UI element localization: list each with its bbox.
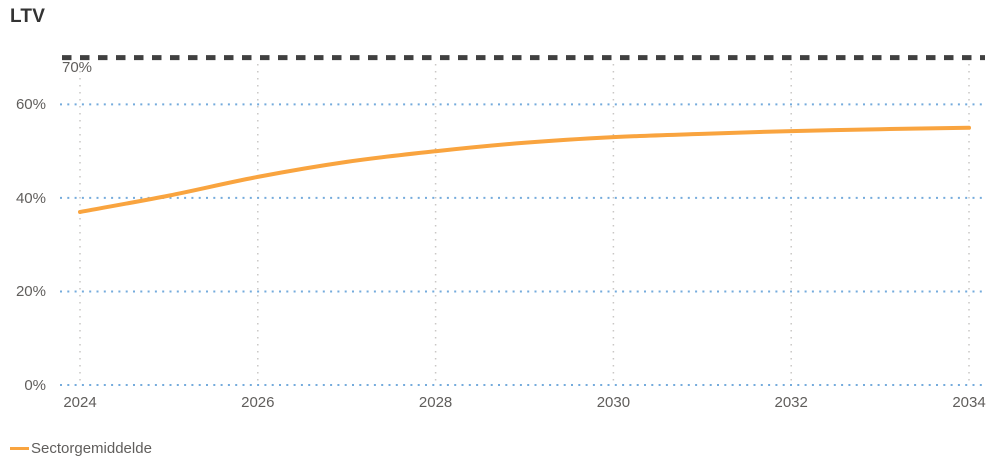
series-line-sectorgemiddelde <box>78 125 971 214</box>
x-axis-tick-label: 2030 <box>596 394 631 411</box>
x-axis-tick-label: 2028 <box>418 394 453 411</box>
legend-line-marker <box>10 446 29 450</box>
x-axis-tick-label: 2026 <box>241 394 275 411</box>
x-axis-tick-label: 2034 <box>952 394 986 411</box>
x-axis-tick-label: 2024 <box>63 394 97 411</box>
y-axis-tick-label: 60% <box>15 96 46 114</box>
reference-line-label: 70% <box>62 59 93 76</box>
legend: Sectorgemiddelde <box>10 439 152 457</box>
y-axis-tick-label: 0% <box>24 377 46 394</box>
x-axis-tick-label: 2032 <box>774 394 808 411</box>
y-axis-tick-label: 20% <box>15 283 46 301</box>
legend-label: Sectorgemiddelde <box>31 439 152 457</box>
y-axis-tick-label: 40% <box>15 189 46 207</box>
chart-title: LTV <box>10 6 46 27</box>
